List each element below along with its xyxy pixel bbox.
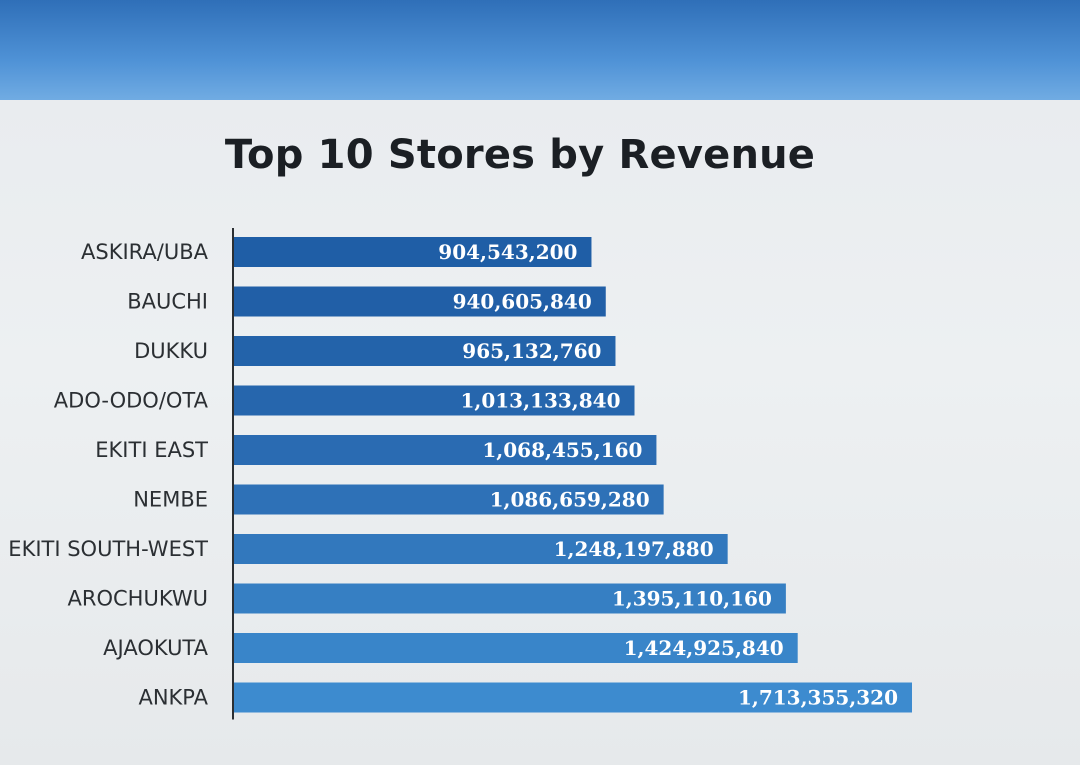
category-label: ADO-ODO/OTA (54, 389, 209, 413)
data-label: 1,013,133,840 (460, 389, 620, 413)
data-label: 904,543,200 (438, 240, 577, 264)
data-label: 1,395,110,160 (612, 587, 772, 611)
category-label: ANKPA (138, 686, 208, 710)
category-label: EKITI SOUTH-WEST (8, 537, 208, 561)
data-label: 1,424,925,840 (624, 636, 784, 660)
category-label: AROCHUKWU (68, 587, 208, 611)
chart-title: Top 10 Stores by Revenue (224, 132, 816, 178)
desktop-background (0, 0, 1080, 110)
bar-ajaokuta (233, 633, 798, 663)
bar-ekiti-south-west (233, 534, 728, 564)
bar-ekiti-east (233, 435, 657, 465)
data-label: 965,132,760 (462, 339, 601, 363)
bar-ankpa (233, 682, 912, 713)
bar-arochukwu (233, 583, 786, 614)
data-label: 1,713,355,320 (738, 686, 898, 710)
category-label: EKITI EAST (95, 438, 208, 462)
category-label: AJAOKUTA (103, 636, 208, 660)
bar-ado-odo-ota (233, 385, 635, 416)
category-label: DUKKU (134, 339, 208, 363)
bar-nembe (233, 484, 664, 515)
bar-bauchi (233, 286, 606, 317)
data-label: 940,605,840 (453, 290, 592, 314)
category-label: ASKIRA/UBA (81, 240, 209, 264)
data-label: 1,086,659,280 (490, 488, 650, 512)
bar-askira-uba (233, 237, 592, 267)
category-label: NEMBE (133, 488, 208, 512)
bar-dukku (233, 336, 616, 366)
category-label: BAUCHI (127, 290, 208, 314)
data-label: 1,068,455,160 (482, 438, 642, 462)
data-label: 1,248,197,880 (554, 537, 714, 561)
